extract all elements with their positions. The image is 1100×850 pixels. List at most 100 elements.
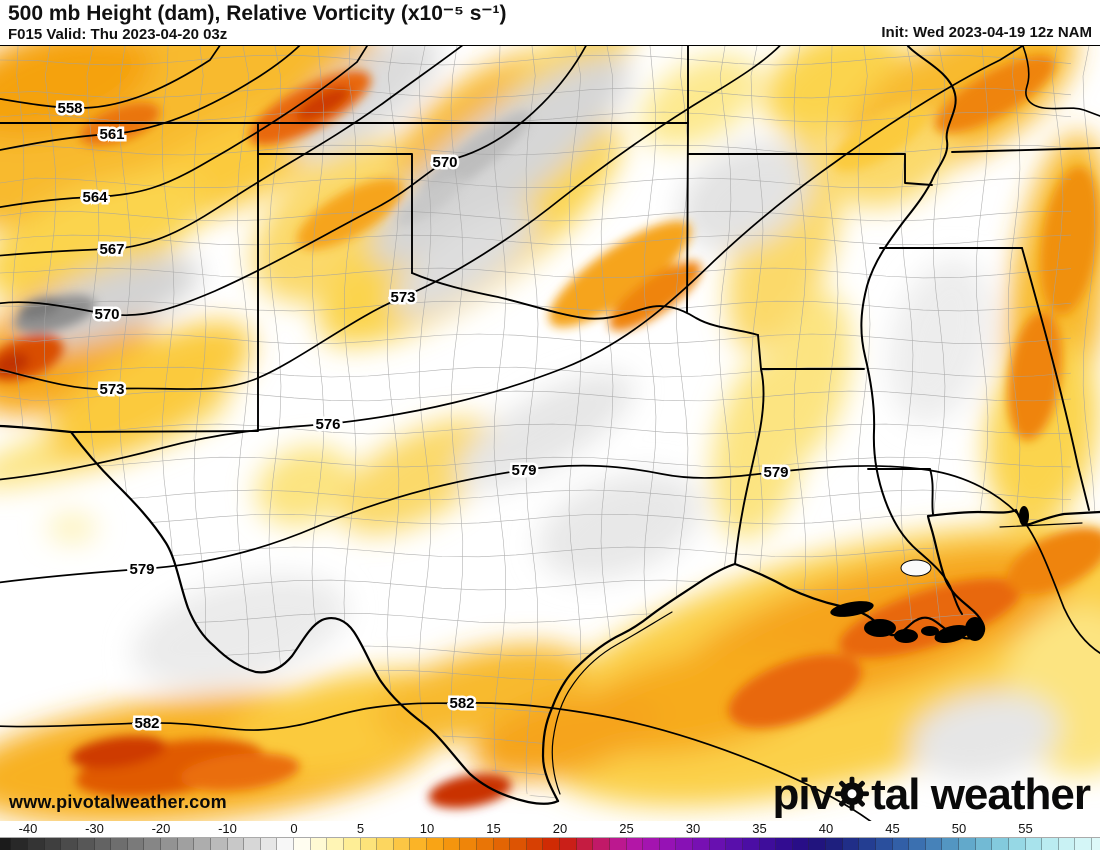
colorbar-segment xyxy=(726,838,743,850)
colorbar-segment xyxy=(294,838,311,850)
colorbar-tick-label: 25 xyxy=(619,821,634,836)
border-newmexico-texas xyxy=(70,122,259,433)
colorbar-tick-label: -10 xyxy=(218,821,237,836)
tennessee-river xyxy=(1022,46,1100,117)
barrier-islands-texas xyxy=(551,611,673,795)
colorbar-segment xyxy=(343,838,361,850)
contour-label: 582 xyxy=(449,695,474,712)
contour-label: 582 xyxy=(134,715,159,732)
colorbar-segment xyxy=(377,838,394,850)
colorbar-segment xyxy=(526,838,544,850)
contour-label: 570 xyxy=(432,154,457,171)
border-texas-arkansas xyxy=(757,334,762,370)
weather-map-svg: 558 561 564 567 570 570 573 573 576 579 579 579 582 5… xyxy=(0,46,1100,821)
colorbar-segment xyxy=(144,838,161,850)
colorbar-segment xyxy=(826,838,843,850)
colorbar-tick-label: -40 xyxy=(18,821,38,836)
contour-label: 579 xyxy=(511,462,536,479)
colorbar-segment xyxy=(759,838,777,850)
colorbar-segment xyxy=(393,838,411,850)
colorbar-segment xyxy=(975,838,993,850)
colorbar-segment xyxy=(659,838,677,850)
colorbar-segment xyxy=(842,838,860,850)
colorbar-segment xyxy=(260,838,278,850)
colorbar-segment xyxy=(410,838,427,850)
contour-570 xyxy=(0,46,587,317)
colorbar-segment xyxy=(626,838,644,850)
colorbar-segment xyxy=(244,838,261,850)
contour-label: 564 xyxy=(82,189,108,206)
colorbar-segment xyxy=(992,838,1009,850)
watermark: www.pivotalweather.com xyxy=(9,792,227,812)
init-time-label: Init: Wed 2023-04-19 12z NAM xyxy=(881,24,1092,41)
colorbar-tick-label: -20 xyxy=(151,821,171,836)
border-red-river xyxy=(411,272,759,336)
colorbar: -40 -30 -20 -10 0 5 10 15 20 25 30 35 40 45 50 55 xyxy=(0,821,1100,850)
colorbar-tick-label: 40 xyxy=(818,821,834,836)
colorbar-tick-label: 5 xyxy=(356,821,365,836)
colorbar-segment xyxy=(892,838,910,850)
colorbar-segment xyxy=(0,838,12,850)
coastal-wetlands xyxy=(830,506,1029,644)
border-mississippi-alabama xyxy=(1021,247,1090,511)
header: 500 mb Height (dam), Relative Vorticity … xyxy=(0,0,1100,45)
colorbar-segment xyxy=(809,838,826,850)
pivotal-weather-logo: piv xyxy=(772,770,1091,819)
colorbar-tick-label: 15 xyxy=(486,821,501,836)
colorbar-segment xyxy=(360,838,378,850)
colorbar-segment xyxy=(61,838,78,850)
contour-label: 561 xyxy=(99,126,124,143)
contour-label: 573 xyxy=(390,289,415,306)
colorbar-segment xyxy=(676,838,693,850)
colorbar-segment xyxy=(277,838,294,850)
colorbar-segment xyxy=(1075,838,1092,850)
colorbar-segment xyxy=(942,838,959,850)
contour-label: 570 xyxy=(94,306,119,323)
contour-579 xyxy=(0,464,1100,655)
colorbar-tick-label: 35 xyxy=(752,821,767,836)
colorbar-segment xyxy=(493,838,511,850)
colorbar-segment xyxy=(443,838,461,850)
colorbar-segment xyxy=(310,838,328,850)
colorbar-segment xyxy=(609,838,627,850)
page-title: 500 mb Height (dam), Relative Vorticity … xyxy=(8,2,507,25)
border-missouri-arkansas xyxy=(687,153,933,186)
colorbar-segment xyxy=(227,838,245,850)
colorbar-segment xyxy=(776,838,793,850)
border-texas-louisiana xyxy=(734,368,765,565)
contour-label: 567 xyxy=(99,241,124,258)
colorbar-segment xyxy=(476,838,494,850)
border-oklahoma-arkansas xyxy=(686,122,689,313)
contour-567 xyxy=(0,46,464,257)
colorbar-tick-label: 30 xyxy=(685,821,701,836)
colorbar-segment xyxy=(510,838,527,850)
colorbar-tick-label: 20 xyxy=(552,821,568,836)
contour-573 xyxy=(0,46,781,391)
colorbar-segment xyxy=(959,838,976,850)
logo-text-pre: piv xyxy=(772,770,835,819)
colorbar-tick-label: 0 xyxy=(290,821,298,836)
colorbar-segment xyxy=(11,838,28,850)
height-contours xyxy=(0,46,1100,821)
colorbar-tick-label: -30 xyxy=(85,821,104,836)
border-kentucky-tennessee xyxy=(951,147,1100,153)
contour-558 xyxy=(0,46,221,109)
colorbar-segment xyxy=(1025,838,1043,850)
colorbar-segment xyxy=(875,838,893,850)
colorbar-segment xyxy=(327,838,344,850)
border-rio-grande xyxy=(0,424,560,805)
colorbar-segment xyxy=(44,838,62,850)
colorbar-segment xyxy=(210,838,228,850)
colorbar-segment xyxy=(460,838,477,850)
border-oklahoma-panhandle xyxy=(257,153,413,274)
gear-icon xyxy=(834,775,870,819)
contour-576 xyxy=(0,46,1024,481)
colorbar-segment xyxy=(77,838,95,850)
colorbar-segment xyxy=(925,838,943,850)
colorbar-segment xyxy=(909,838,926,850)
colorbar-segment xyxy=(94,838,112,850)
barrier-islands-mississippi xyxy=(999,522,1083,528)
map-canvas: 558 561 564 567 570 570 573 573 576 579 579 579 582 5… xyxy=(0,45,1100,823)
colorbar-segment xyxy=(693,838,710,850)
